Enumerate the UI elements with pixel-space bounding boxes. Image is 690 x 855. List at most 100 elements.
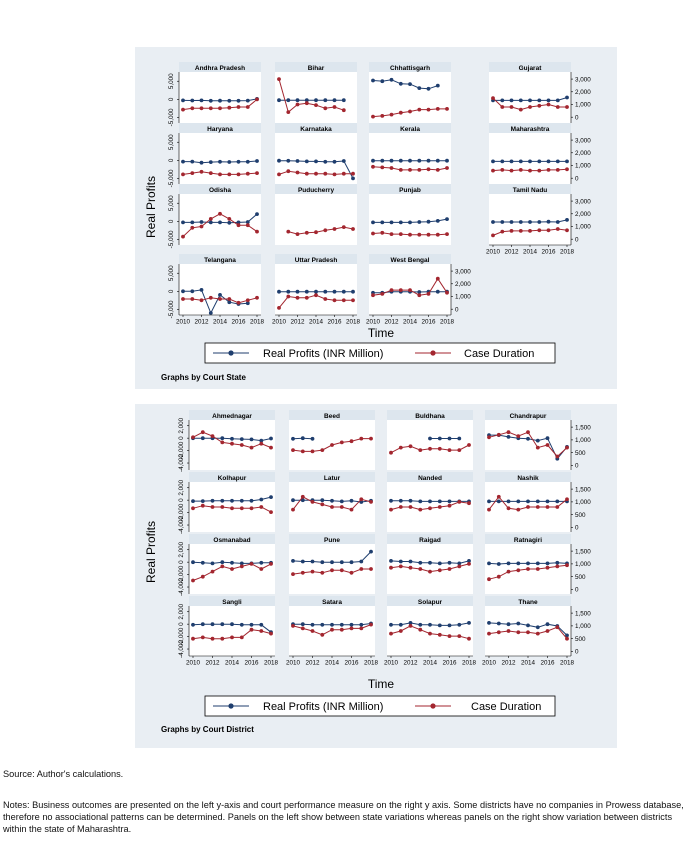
x-tick-label: 2018: [462, 660, 477, 667]
duration-point: [417, 107, 422, 112]
profit-point: [389, 77, 394, 82]
duration-point: [227, 217, 232, 221]
profit-point: [457, 622, 462, 627]
profit-point: [339, 499, 344, 504]
duration-point: [199, 224, 204, 229]
profit-point: [565, 633, 569, 638]
right-tick-label: 3,000: [575, 137, 591, 144]
profit-point: [496, 621, 501, 626]
panel-title: Pune: [324, 537, 340, 544]
duration-point: [220, 505, 225, 509]
duration-point: [526, 630, 530, 635]
plot-area: [387, 420, 473, 470]
left-tick-label: -2,000: [178, 441, 185, 459]
duration-point: [286, 229, 291, 234]
x-tick-label: 2014: [523, 249, 538, 256]
duration-point: [200, 430, 205, 435]
profit-point: [537, 220, 542, 224]
duration-point: [428, 446, 432, 451]
duration-point: [418, 627, 423, 632]
right-tick-label: 0: [575, 587, 579, 594]
duration-point: [545, 505, 550, 509]
x-tick-label: 2014: [325, 660, 340, 667]
profit-point: [369, 549, 373, 554]
profit-point: [408, 82, 412, 86]
profit-point: [526, 561, 530, 566]
panel-chhattisgarh: Chhattisgarh: [369, 62, 451, 123]
duration-point: [398, 232, 403, 237]
duration-point: [208, 295, 213, 300]
duration-point: [398, 505, 403, 509]
profit-point: [528, 159, 532, 164]
duration-point: [435, 168, 440, 172]
profit-point: [190, 98, 195, 103]
duration-point: [506, 430, 511, 435]
profit-point: [191, 560, 195, 565]
panel-header: [189, 410, 275, 420]
duration-point: [428, 506, 432, 511]
panel-title: Tamil Nadu: [513, 187, 548, 194]
duration-point: [300, 626, 305, 631]
profit-point: [304, 159, 309, 164]
profit-point: [398, 498, 403, 503]
duration-point: [190, 171, 195, 175]
panel-title: Sangli: [222, 599, 242, 606]
right-tick-label: 2,000: [575, 211, 591, 218]
profit-point: [245, 159, 250, 164]
panel-title: Haryana: [207, 126, 233, 133]
duration-point: [295, 232, 300, 237]
profit-point: [428, 499, 432, 504]
duration-point: [300, 494, 305, 499]
profit-point: [371, 78, 375, 83]
duration-point: [496, 630, 501, 635]
duration-point: [447, 448, 452, 452]
profit-point: [526, 623, 530, 628]
duration-point: [249, 506, 254, 511]
duration-point: [389, 112, 394, 117]
profit-point: [277, 289, 281, 294]
left-tick-label: -4,000: [178, 516, 185, 534]
duration-point: [200, 574, 205, 579]
profit-point: [408, 559, 413, 564]
profit-point: [245, 98, 250, 103]
left-tick-label: 0: [168, 219, 175, 223]
profit-point: [200, 622, 205, 627]
panel-title: West Bengal: [391, 257, 430, 264]
profit-point: [314, 159, 318, 164]
profit-point: [545, 622, 550, 627]
panel-header: [489, 184, 571, 194]
right-tick-label: 1,000: [455, 294, 471, 301]
right-tick-label: 0: [575, 649, 579, 656]
profit-point: [220, 498, 225, 503]
profit-point: [398, 220, 403, 225]
duration-point: [230, 567, 234, 571]
profit-point: [418, 622, 423, 627]
panel-bihar: Bihar: [275, 62, 357, 123]
profit-point: [332, 159, 337, 164]
left-tick-label: 0: [178, 622, 185, 626]
profit-point: [351, 289, 355, 294]
duration-point: [320, 632, 325, 637]
duration-point: [389, 631, 393, 636]
panel-header: [275, 123, 357, 133]
profit-point: [389, 498, 393, 503]
profit-point: [546, 219, 551, 224]
x-tick-label: 2016: [442, 660, 457, 667]
duration-point: [314, 230, 318, 235]
panel-title: Puducherry: [298, 187, 335, 194]
profit-point: [545, 561, 550, 566]
plot-area: [179, 194, 261, 245]
profit-point: [389, 220, 394, 225]
profit-point: [418, 499, 423, 504]
duration-point: [380, 114, 385, 118]
panel-header: [485, 596, 571, 606]
duration-point: [208, 171, 213, 175]
duration-point: [236, 105, 241, 109]
duration-point: [426, 167, 431, 172]
profit-point: [417, 86, 422, 90]
profit-point: [218, 98, 222, 103]
duration-point: [546, 102, 551, 107]
profit-point: [500, 98, 505, 103]
profit-point: [199, 220, 204, 224]
profit-point: [269, 495, 273, 499]
